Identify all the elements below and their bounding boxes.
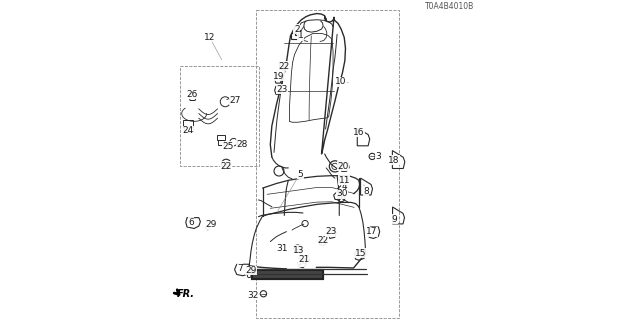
Text: T0A4B4010B: T0A4B4010B [424, 2, 474, 11]
Text: 20: 20 [338, 162, 349, 171]
Text: FR.: FR. [177, 289, 195, 299]
Text: 24: 24 [182, 126, 193, 135]
Text: 30: 30 [336, 189, 348, 198]
Text: 10: 10 [335, 77, 347, 86]
Text: 27: 27 [230, 96, 241, 105]
Bar [294, 30, 300, 35]
Text: 12: 12 [204, 33, 216, 42]
Bar [256, 11, 399, 318]
Text: 19: 19 [273, 72, 285, 81]
Text: 25: 25 [223, 142, 234, 151]
Text: 14: 14 [297, 258, 308, 267]
Text: 29: 29 [205, 220, 216, 229]
Text: 16: 16 [353, 128, 365, 137]
Text: 3: 3 [376, 152, 381, 161]
Bar [184, 127, 193, 132]
Text: 15: 15 [355, 249, 366, 258]
Text: 32: 32 [248, 291, 259, 300]
Bar [180, 66, 259, 166]
Text: 11: 11 [339, 176, 350, 185]
Text: 5: 5 [298, 170, 303, 179]
Text: 13: 13 [292, 246, 304, 255]
Text: 22: 22 [221, 162, 232, 171]
Text: 22: 22 [317, 236, 329, 245]
Text: 18: 18 [388, 156, 400, 165]
Bar [237, 140, 243, 144]
Text: 26: 26 [186, 90, 198, 99]
Text: 28: 28 [236, 140, 248, 148]
Bar [291, 33, 298, 39]
Text: 6: 6 [188, 218, 194, 227]
Bar [218, 140, 224, 145]
Text: 23: 23 [325, 227, 337, 236]
Text: 9: 9 [392, 215, 397, 224]
Bar [183, 120, 193, 127]
Text: 31: 31 [276, 244, 288, 253]
Bar [217, 135, 225, 140]
Text: 23: 23 [276, 85, 288, 94]
Text: 4: 4 [341, 182, 347, 191]
Bar [252, 270, 323, 279]
Text: 7: 7 [237, 264, 243, 273]
Bar [252, 270, 323, 279]
Text: 1: 1 [298, 31, 303, 40]
Text: 29: 29 [245, 266, 257, 275]
Text: 21: 21 [299, 255, 310, 264]
Text: 17: 17 [367, 227, 378, 236]
Text: 22: 22 [278, 62, 290, 71]
Text: 8: 8 [363, 187, 369, 196]
Text: 2: 2 [294, 25, 300, 34]
